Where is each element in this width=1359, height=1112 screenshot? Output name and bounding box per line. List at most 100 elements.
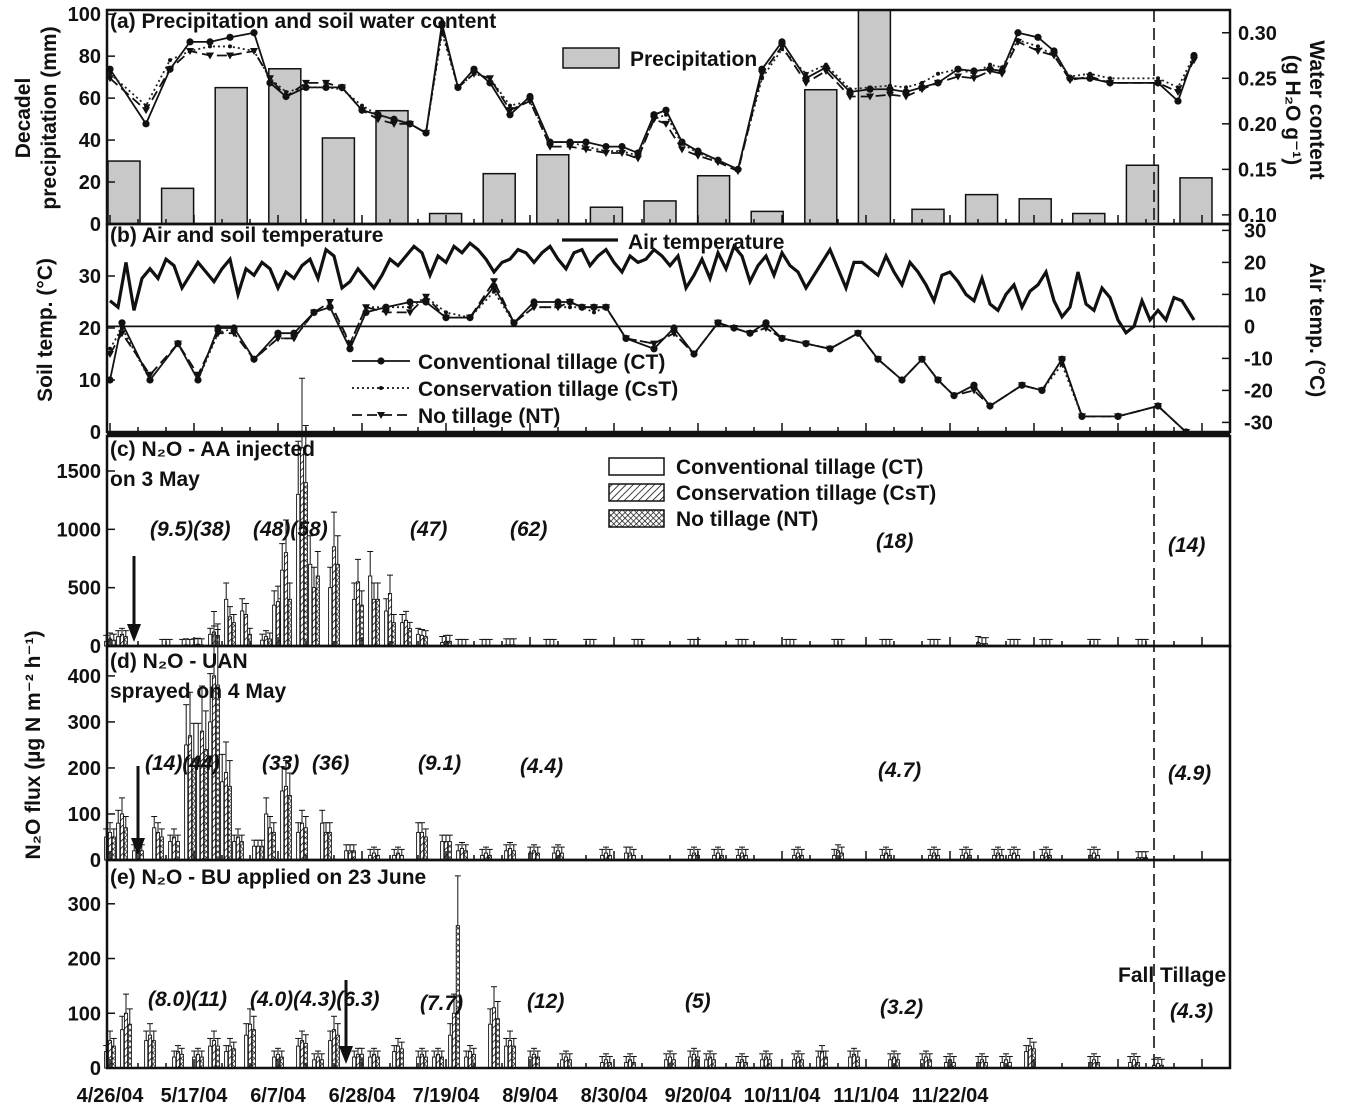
- soil-temperature-point: [1078, 413, 1086, 421]
- legend-label-soil-2: No tillage (NT): [418, 405, 560, 428]
- n2o-bar-c: [123, 636, 128, 647]
- n2o-bar-d: [296, 831, 301, 861]
- precipitation-bar: [160, 187, 195, 225]
- n2o-bar-e: [535, 1056, 540, 1069]
- n2o-bar-e: [1024, 1051, 1029, 1069]
- legend-marker-soil: [377, 412, 385, 419]
- water-content-point: [1086, 73, 1094, 81]
- y-tick-label-e: 300: [68, 894, 101, 916]
- panel-b-title: (b) Air and soil temperature: [110, 224, 383, 247]
- y-axis-label-a-right-1: Water content: [1305, 40, 1328, 179]
- soil-temperature-point: [230, 330, 238, 338]
- n2o-bar-e: [144, 1040, 149, 1069]
- legend-swatch-n2o-0: [608, 457, 665, 476]
- n2o-bar-d: [232, 841, 237, 861]
- soil-temperature-point: [690, 351, 698, 358]
- chart-marks-layer: [103, 9, 1230, 1069]
- water-content-point: [618, 149, 626, 157]
- n2o-bar-e: [855, 1056, 860, 1069]
- water-content-point: [694, 152, 702, 160]
- water-content-point: [142, 107, 150, 115]
- n2o-bar-d: [159, 836, 164, 861]
- panel-c-title-1: (c) N₂O - AA injected: [110, 438, 315, 461]
- y-tick-label-d: 100: [68, 804, 101, 826]
- water-content-point: [186, 38, 194, 46]
- soil-temperature-point: [490, 278, 498, 286]
- soil-temperature-point: [384, 305, 388, 310]
- soil-temperature-point: [714, 319, 722, 327]
- water-content-point: [824, 62, 828, 67]
- y-tick-label-b-right: -10: [1244, 348, 1273, 370]
- water-content-point: [392, 117, 396, 122]
- n2o-bar-d: [299, 822, 305, 861]
- soil-temperature-point: [592, 310, 596, 315]
- y-tick-label-a-left: 40: [79, 130, 101, 152]
- soil-temperature-point: [382, 309, 390, 317]
- n2o-bar-c: [283, 552, 289, 647]
- y-tick-label-a-left: 20: [79, 172, 101, 194]
- water-content-point: [322, 79, 330, 87]
- water-content-point: [918, 86, 926, 94]
- water-content-point: [902, 93, 910, 101]
- soil-temperature-point: [918, 356, 926, 364]
- n2o-bar-e: [247, 1023, 253, 1069]
- water-content-line: [109, 23, 1195, 171]
- water-content-point: [886, 85, 894, 93]
- y-tick-label-a-left: 100: [68, 4, 101, 26]
- water-content-point: [972, 71, 976, 76]
- n2o-bar-d: [504, 850, 509, 861]
- y-tick-label-b-left: 0: [90, 422, 101, 444]
- soil-temperature-point: [972, 383, 976, 388]
- fertilizer-arrowhead-d: [131, 838, 145, 856]
- n2o-bar-e: [127, 1023, 132, 1069]
- soil-temperature-point: [310, 309, 318, 317]
- precipitation-bar: [857, 9, 892, 225]
- water-content-point: [680, 141, 684, 146]
- water-content-point: [250, 29, 258, 37]
- water-content-point: [634, 155, 642, 163]
- water-content-point: [956, 67, 960, 72]
- precipitation-bar: [750, 210, 784, 225]
- n2o-bar-c: [331, 546, 337, 647]
- soil-temperature-point: [466, 314, 474, 322]
- n2o-bar-d: [255, 845, 261, 861]
- y-tick-label-b-left: 20: [79, 318, 101, 340]
- n2o-bar-c: [355, 581, 361, 647]
- water-content-point: [526, 98, 534, 106]
- n2o-bar-c: [400, 622, 405, 647]
- n2o-bar-c: [308, 563, 313, 647]
- precipitation-bar: [1125, 164, 1160, 225]
- legend-label-n2o-0: Conventional tillage (CT): [676, 456, 923, 479]
- n2o-bar-e: [467, 1051, 473, 1069]
- water-content-point: [1106, 79, 1114, 87]
- n2o-bar-c: [119, 633, 125, 647]
- n2o-bar-e: [507, 1040, 513, 1069]
- precipitation-bar: [964, 193, 999, 225]
- n2o-bar-d: [440, 841, 445, 861]
- water-content-point: [568, 140, 572, 145]
- n2o-bar-e: [435, 1053, 441, 1069]
- y-axis-label-b-right: Air temp. (°C): [1305, 263, 1328, 397]
- soil-temperature-point: [174, 340, 182, 348]
- soil-temperature-point: [492, 289, 496, 294]
- precipitation-bar: [1072, 212, 1106, 225]
- n2o-bar-c: [299, 447, 305, 647]
- water-content-point: [406, 120, 414, 128]
- y-axis-label-a-left-2: precipitation (mm): [38, 26, 61, 209]
- annotation-d: (4.9): [1168, 762, 1211, 785]
- soil-temperature-point: [120, 326, 124, 330]
- legend-label-precipitation: Precipitation: [630, 48, 757, 71]
- y-tick-label-e: 0: [90, 1058, 101, 1080]
- soil-temperature-point: [148, 378, 152, 382]
- annotation-e: (4.0)(4.3)(6.3): [250, 988, 380, 1011]
- water-content-point: [206, 38, 214, 46]
- annotation-c: (48)(58): [253, 518, 328, 541]
- n2o-bar-d: [447, 841, 452, 861]
- n2o-bar-d: [264, 813, 269, 861]
- y-axis-label-b-left: Soil temp. (°C): [34, 258, 57, 402]
- soil-temperature-point: [422, 298, 430, 306]
- n2o-bar-e: [251, 1029, 256, 1069]
- soil-temperature-point: [250, 356, 258, 364]
- soil-temperature-point: [730, 325, 738, 332]
- precipitation-bar: [482, 172, 516, 225]
